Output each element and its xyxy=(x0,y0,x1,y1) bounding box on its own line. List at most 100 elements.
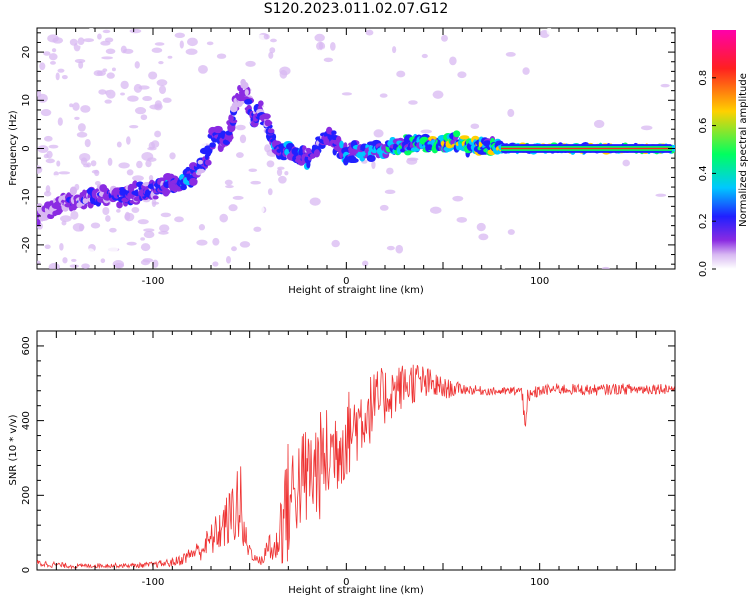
spectrogram-noise-blob xyxy=(131,207,140,213)
spectrogram-noise-blob xyxy=(206,41,214,46)
colorbar-tick-label: 0.0 xyxy=(698,261,709,277)
spectrogram-noise-blob xyxy=(79,153,91,162)
spectrogram-noise-blob xyxy=(156,79,168,87)
spectrogram-ridge-blob xyxy=(209,142,216,148)
spectrogram-ridge-blob xyxy=(188,177,198,186)
colorbar-tick-label: 0.4 xyxy=(698,165,709,181)
spectrogram-noise-blob xyxy=(379,253,384,258)
spectrogram-noise-blob xyxy=(211,244,217,250)
spectrogram-noise-blob xyxy=(212,237,220,246)
spectrogram-noise-blob xyxy=(228,204,238,212)
spectrogram-noise-blob xyxy=(116,208,121,213)
spectrogram-noise-blob xyxy=(91,82,100,89)
spectrogram-noise-blob xyxy=(102,29,111,34)
spectrogram-noise-blob xyxy=(263,33,270,40)
spectrogram-noise-blob xyxy=(69,38,78,46)
spectrogram-ridge-blob xyxy=(261,113,271,120)
spectrogram-noise-blob xyxy=(60,215,72,223)
spectrogram-noise-blob xyxy=(140,243,151,252)
spectrogram-noise-blob xyxy=(129,28,142,34)
colorbar-label: Normalized spectral amplitude xyxy=(738,73,749,227)
spectrogram-noise-blob xyxy=(61,75,68,80)
spectrogram-noise-blob xyxy=(90,222,101,229)
spectrogram-noise-blob xyxy=(593,119,605,129)
spectrogram-noise-blob xyxy=(82,47,91,57)
spectrogram-ridge-blob xyxy=(348,158,359,164)
spectrogram-noise-blob xyxy=(186,37,198,47)
spectrogram-noise-blob xyxy=(449,56,457,66)
spectrogram-ridge-blob xyxy=(331,130,337,136)
spectrogram-noise-blob xyxy=(507,229,515,235)
spectrogram-noise-blob xyxy=(279,69,288,79)
spectrogram-ridge-blob xyxy=(180,184,187,191)
spectrogram-noise-blob xyxy=(134,107,147,115)
spectrogram-noise-blob xyxy=(148,71,158,80)
spectrogram-noise-blob xyxy=(48,144,59,149)
spectrogram-noise-blob xyxy=(373,129,384,138)
spectrogram-ridge-blob xyxy=(244,89,249,96)
spectrogram-noise-blob xyxy=(379,204,389,211)
spectrogram-noise-blob xyxy=(64,90,72,94)
spectrogram-noise-blob xyxy=(371,160,376,170)
colorbar-tick-label: 0.8 xyxy=(698,70,709,86)
spectrogram-noise-blob xyxy=(129,124,139,129)
spectrogram-noise-blob xyxy=(143,228,155,232)
spectrogram-noise-blob xyxy=(470,123,480,129)
spectrogram-ridge-blob xyxy=(309,153,316,158)
spectrogram-noise-blob xyxy=(309,197,321,206)
spectrogram-noise-blob xyxy=(71,258,77,263)
spectrogram-noise-blob xyxy=(104,99,112,104)
spectrogram-noise-blob xyxy=(133,83,143,93)
spectrogram-noise-blob xyxy=(97,33,102,40)
spectrogram-noise-blob xyxy=(232,195,244,200)
spectrogram-noise-blob xyxy=(113,262,125,269)
spectrogram-y-tick-label: 20 xyxy=(21,46,32,59)
spectrogram-noise-blob xyxy=(126,136,131,145)
colorbar-tick-label: 0.2 xyxy=(698,213,709,229)
spectrogram-y-tick-label: 0 xyxy=(21,145,32,151)
spectrogram-noise-blob xyxy=(70,210,79,220)
spectrogram-noise-blob xyxy=(118,162,130,169)
spectrogram-noise-blob xyxy=(169,152,176,160)
spectrogram-noise-blob xyxy=(187,55,199,62)
spectrogram-noise-blob xyxy=(151,140,160,148)
spectrogram-noise-blob xyxy=(136,160,143,169)
spectrogram-noise-blob xyxy=(284,170,289,176)
spectrogram-noise-blob xyxy=(48,222,54,230)
spectrogram-noise-blob xyxy=(278,175,287,184)
spectrogram-noise-blob xyxy=(214,254,226,261)
spectrogram-noise-blob xyxy=(262,247,270,257)
spectrogram-noise-blob xyxy=(56,160,61,167)
spectrogram-noise-blob xyxy=(365,138,371,142)
spectrogram-noise-blob xyxy=(64,118,71,127)
spectrogram-noise-blob xyxy=(185,48,198,55)
spectrogram-y-tick-label: -20 xyxy=(21,237,32,253)
spectrogram-noise-blob xyxy=(152,115,164,119)
spectrogram-noise-blob xyxy=(98,89,107,95)
spectrogram-ridge-blob xyxy=(339,140,344,149)
spectrogram-noise-blob xyxy=(270,38,277,43)
spectrogram-noise-blob xyxy=(137,219,149,225)
spectrogram-noise-blob xyxy=(452,195,464,202)
spectrogram-noise-blob xyxy=(405,39,410,45)
spectrogram-noise-blob xyxy=(269,47,276,54)
spectrogram-ridge-blob xyxy=(47,213,55,220)
spectrogram-noise-blob xyxy=(86,248,95,258)
spectrogram-noise-blob xyxy=(61,51,70,56)
spectrogram-noise-blob xyxy=(443,78,452,83)
colorbar-ticks: 0.0 0.2 0.4 0.6 0.8 xyxy=(698,70,716,277)
spectrogram-noise-blob xyxy=(478,233,489,241)
snr-frame xyxy=(36,330,676,571)
spectrogram-ridge-blob xyxy=(37,218,41,227)
spectrogram-ridge-blob xyxy=(267,128,275,134)
spectrogram-ridge-blob xyxy=(240,81,249,89)
spectrogram-noise-blob xyxy=(76,131,88,138)
spectrogram-noise-blob xyxy=(124,151,135,161)
spectrogram-noise-blob xyxy=(226,256,232,264)
chart-title: S120.2023.011.02.07.G12 xyxy=(263,1,449,17)
spectrogram-noise-blob xyxy=(45,158,55,164)
spectrogram-noise-blob xyxy=(74,116,80,120)
snr-axes: -100 0 100 0 200 400 600 xyxy=(21,330,676,588)
spectrogram-noise-blob xyxy=(145,159,152,168)
